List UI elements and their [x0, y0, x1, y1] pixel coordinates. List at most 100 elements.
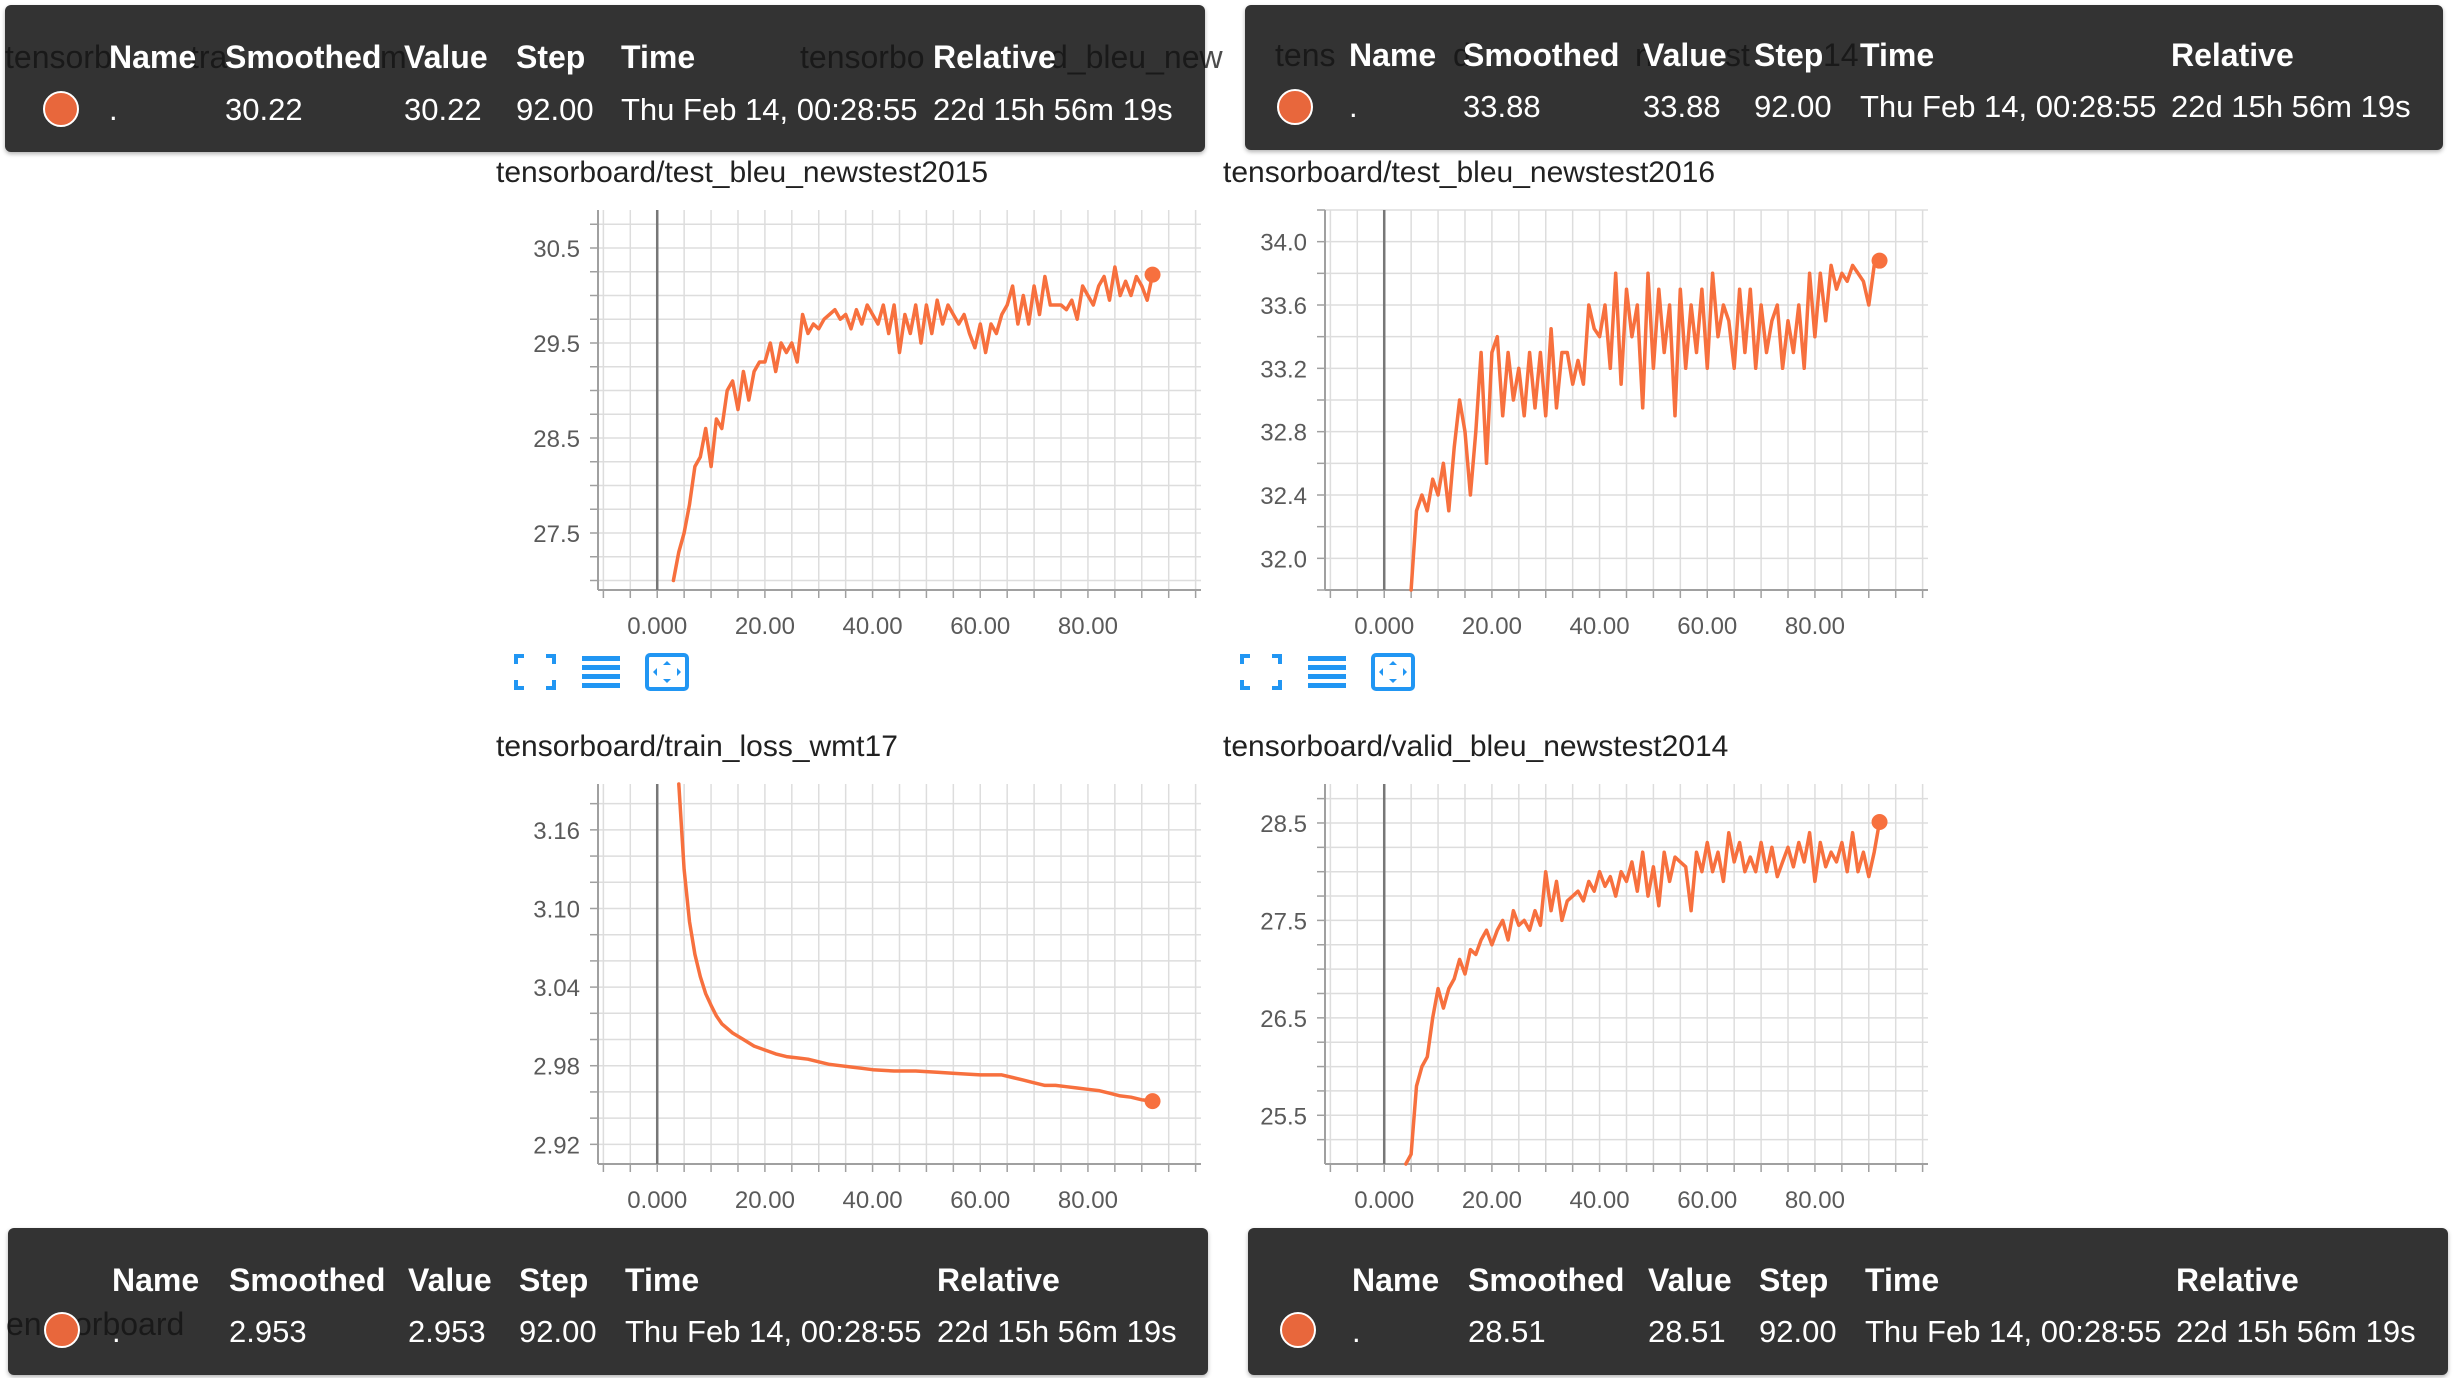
tooltip-run-name: .: [109, 92, 118, 127]
tooltip-header-smoothed: Smoothed: [1468, 1262, 1625, 1298]
y-tick-label: 3.10: [533, 896, 580, 923]
series-end-marker: [1871, 252, 1888, 269]
chart-3: 2.92 2.98 3.04 3.10 3.16 0.000 20.00 40.00 60.00…: [533, 782, 1201, 1214]
tooltip-header-value: Value: [404, 39, 488, 75]
x-tick-label: 80.00: [1058, 613, 1118, 640]
tooltip-header-relative: Relative: [933, 39, 1056, 75]
list-icon[interactable]: [1304, 652, 1350, 692]
x-tick-label: 20.00: [735, 1187, 795, 1214]
y-tick-label: 3.16: [533, 818, 580, 845]
tooltip-header-time: Time: [1860, 37, 1935, 73]
y-tick-label: 28.5: [533, 426, 580, 453]
fullscreen-icon[interactable]: [512, 652, 558, 692]
x-tick-label: 40.00: [1570, 613, 1630, 640]
tooltip-header-smoothed: Smoothed: [1463, 37, 1620, 73]
fit-domain-icon[interactable]: [1370, 652, 1416, 692]
tooltip-test-bleu-2016: tens d n st 14 Name Smoothed Value Step …: [1245, 5, 2443, 150]
tooltip-run-name: .: [112, 1314, 121, 1349]
series-line: [671, 265, 1155, 583]
tooltip-ghost-text: d_bleu_new: [1050, 39, 1223, 75]
series-end-marker: [1144, 1093, 1161, 1110]
y-tick-label: 2.98: [533, 1054, 580, 1081]
y-tick-label: 34.0: [1260, 230, 1307, 257]
y-tick-label: 26.5: [1260, 1006, 1307, 1033]
tooltip-header-smoothed: Smoothed: [229, 1262, 386, 1298]
series-end-marker: [1871, 814, 1888, 830]
series-line: [1404, 820, 1882, 1166]
tooltip-run-name: .: [1349, 89, 1358, 124]
tooltip-train-loss: en orboard Name Smoothed Value Step Time…: [6, 1228, 1208, 1375]
tooltip-ghost-text: 14: [1823, 37, 1859, 73]
y-tick-label: 28.5: [1260, 811, 1307, 838]
tooltip-test-bleu-2015: tensorb tra m tensorbo d_bleu_new Name S…: [5, 5, 1223, 152]
tooltip-header-name: Name: [1349, 37, 1437, 73]
tooltip-smoothed: 2.953: [229, 1314, 307, 1349]
series-color-dot: [44, 1312, 80, 1348]
tooltip-header-name: Name: [1352, 1262, 1440, 1298]
y-tick-label: 25.5: [1260, 1103, 1307, 1130]
tooltip-relative: 22d 15h 56m 19s: [2171, 89, 2411, 124]
tooltip-ghost-text: st: [1725, 37, 1750, 73]
tooltip-header-step: Step: [519, 1262, 589, 1298]
x-tick-label: 20.00: [1462, 613, 1522, 640]
tooltip-header-relative: Relative: [2176, 1262, 2299, 1298]
tooltip-header-smoothed: Smoothed: [225, 39, 382, 75]
series-line: [1409, 258, 1882, 592]
tooltip-header-step: Step: [1754, 37, 1824, 73]
tooltip-relative: 22d 15h 56m 19s: [937, 1314, 1177, 1349]
y-tick-label: 27.5: [1260, 908, 1307, 935]
chart-title-valid-bleu-2014: tensorboard/valid_bleu_newstest2014: [1223, 730, 1729, 763]
chart-title-test-bleu-2016: tensorboard/test_bleu_newstest2016: [1223, 156, 1716, 189]
tooltip-time: Thu Feb 14, 00:28:55: [625, 1314, 922, 1349]
x-tick-label: 80.00: [1785, 1187, 1845, 1214]
y-tick-label: 2.92: [533, 1132, 580, 1159]
y-tick-label: 27.5: [533, 521, 580, 548]
series-color-dot: [1280, 1312, 1316, 1348]
fullscreen-icon[interactable]: [1238, 652, 1284, 692]
x-tick-label: 40.00: [843, 1187, 903, 1214]
tooltip-ghost-text: tra: [190, 39, 228, 75]
tooltip-valid-bleu-2014: Name Smoothed Value Step Time Relative .…: [1248, 1228, 2448, 1375]
tooltip-header-time: Time: [625, 1262, 700, 1298]
chart-toolbar-test-bleu-2015: [512, 652, 702, 696]
tooltip-ghost-text: d: [1453, 37, 1471, 73]
tooltip-value: 2.953: [408, 1314, 486, 1349]
tooltip-header-relative: Relative: [2171, 37, 2294, 73]
x-tick-label: 20.00: [735, 613, 795, 640]
chart-title-test-bleu-2015: tensorboard/test_bleu_newstest2015: [496, 156, 989, 189]
chart-4: 25.5 26.5 27.5 28.5 0.000 20.00 40.00 60.00 80.0…: [1260, 784, 1928, 1214]
y-tick-label: 29.5: [533, 331, 580, 358]
y-tick-label: 32.0: [1260, 546, 1307, 573]
x-tick-label: 60.00: [1677, 1187, 1737, 1214]
chart-title-train-loss: tensorboard/train_loss_wmt17: [496, 730, 898, 763]
tooltip-relative: 22d 15h 56m 19s: [933, 92, 1173, 127]
tooltip-smoothed: 33.88: [1463, 89, 1541, 124]
tooltip-header-value: Value: [1648, 1262, 1732, 1298]
tooltip-ghost-text: tensorbo: [800, 39, 925, 75]
tooltip-relative: 22d 15h 56m 19s: [2176, 1314, 2416, 1349]
tooltip-header-value: Value: [408, 1262, 492, 1298]
list-icon[interactable]: [578, 652, 624, 692]
tooltip-header-value: Value: [1643, 37, 1727, 73]
tooltip-header-name: Name: [112, 1262, 200, 1298]
tooltip-step: 92.00: [1759, 1314, 1837, 1349]
tooltip-value: 33.88: [1643, 89, 1721, 124]
tooltip-ghost-text: tens: [1275, 37, 1336, 73]
tooltip-smoothed: 30.22: [225, 92, 303, 127]
tooltip-step: 92.00: [519, 1314, 597, 1349]
x-tick-label: 80.00: [1058, 1187, 1118, 1214]
tooltip-ghost-text: tensorb: [5, 39, 112, 75]
fit-domain-icon[interactable]: [644, 652, 690, 692]
tooltip-time: Thu Feb 14, 00:28:55: [1865, 1314, 2162, 1349]
x-tick-label: 60.00: [1677, 613, 1737, 640]
tooltip-header-time: Time: [1865, 1262, 1940, 1298]
x-tick-label: 40.00: [843, 613, 903, 640]
tooltip-run-name: .: [1352, 1314, 1361, 1349]
x-tick-label: 0.000: [1354, 613, 1414, 640]
tooltip-smoothed: 28.51: [1468, 1314, 1546, 1349]
tooltip-value: 28.51: [1648, 1314, 1726, 1349]
x-tick-label: 0.000: [627, 613, 687, 640]
series-end-marker: [1144, 266, 1161, 283]
